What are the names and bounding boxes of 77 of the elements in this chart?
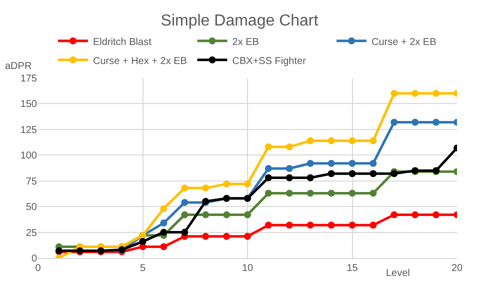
point [328,170,335,178]
point [432,211,440,218]
point [370,170,377,178]
point [286,174,293,182]
legend-label: CBX+SS Fighter [232,56,307,67]
point [286,143,293,150]
point [328,222,335,229]
point [244,180,251,188]
point [181,211,188,218]
point [223,211,230,218]
x-tick-label: 15 [346,263,358,274]
legend-label: Curse + Hex + 2x EB [93,56,188,67]
point [370,160,377,167]
point [264,174,272,182]
point [348,190,356,197]
point [306,137,314,144]
point [264,143,272,150]
point [160,243,168,250]
point [412,118,419,126]
point [181,228,188,236]
point [348,160,356,167]
point [223,232,230,240]
point [370,222,377,229]
point [264,190,272,197]
point [412,90,419,97]
point [202,232,210,240]
x-axis-title: Level [386,268,410,279]
point [286,165,293,172]
y-tick-label: 150 [20,99,38,110]
point [328,190,335,197]
point [286,190,293,197]
x-tick-label: 20 [451,263,463,274]
point [348,222,356,229]
x-tick-label: 10 [242,263,254,274]
point [244,211,251,218]
point [202,211,210,218]
point [306,190,314,197]
point [348,137,356,144]
point [390,118,398,126]
y-tick-label: 125 [20,124,38,136]
point [390,211,398,218]
y-tick-label: 50 [26,202,38,214]
point [244,232,251,240]
point [412,211,419,218]
y-tick-label: 175 [20,74,38,84]
legend-label: 2x EB [232,36,260,48]
point [160,205,168,212]
point [181,184,188,192]
y-tick-label: 25 [26,228,38,239]
point [160,220,168,227]
legend-label: Eldritch Blast [93,36,152,48]
y-tick-label: 75 [26,176,38,188]
point [306,160,314,167]
point [306,222,314,229]
point [390,90,398,97]
point [432,118,440,126]
point [328,160,335,167]
point [181,198,188,206]
chart-title: Simple Damage Chart [160,12,319,30]
point [348,170,356,178]
point [202,184,210,192]
y-axis-title: aDPR [5,61,32,72]
point [370,137,377,144]
y-tick-label: 0 [31,254,38,264]
point [223,180,230,188]
point [328,137,335,144]
point [160,228,168,236]
point [264,222,272,229]
point [306,174,314,182]
point [264,165,272,172]
point [432,90,440,97]
point [139,238,146,246]
point [370,190,377,197]
legend-label: Curse + 2x EB [372,36,437,48]
y-tick-label: 100 [20,150,38,162]
point [286,222,293,229]
x-tick-label: 5 [140,263,146,274]
